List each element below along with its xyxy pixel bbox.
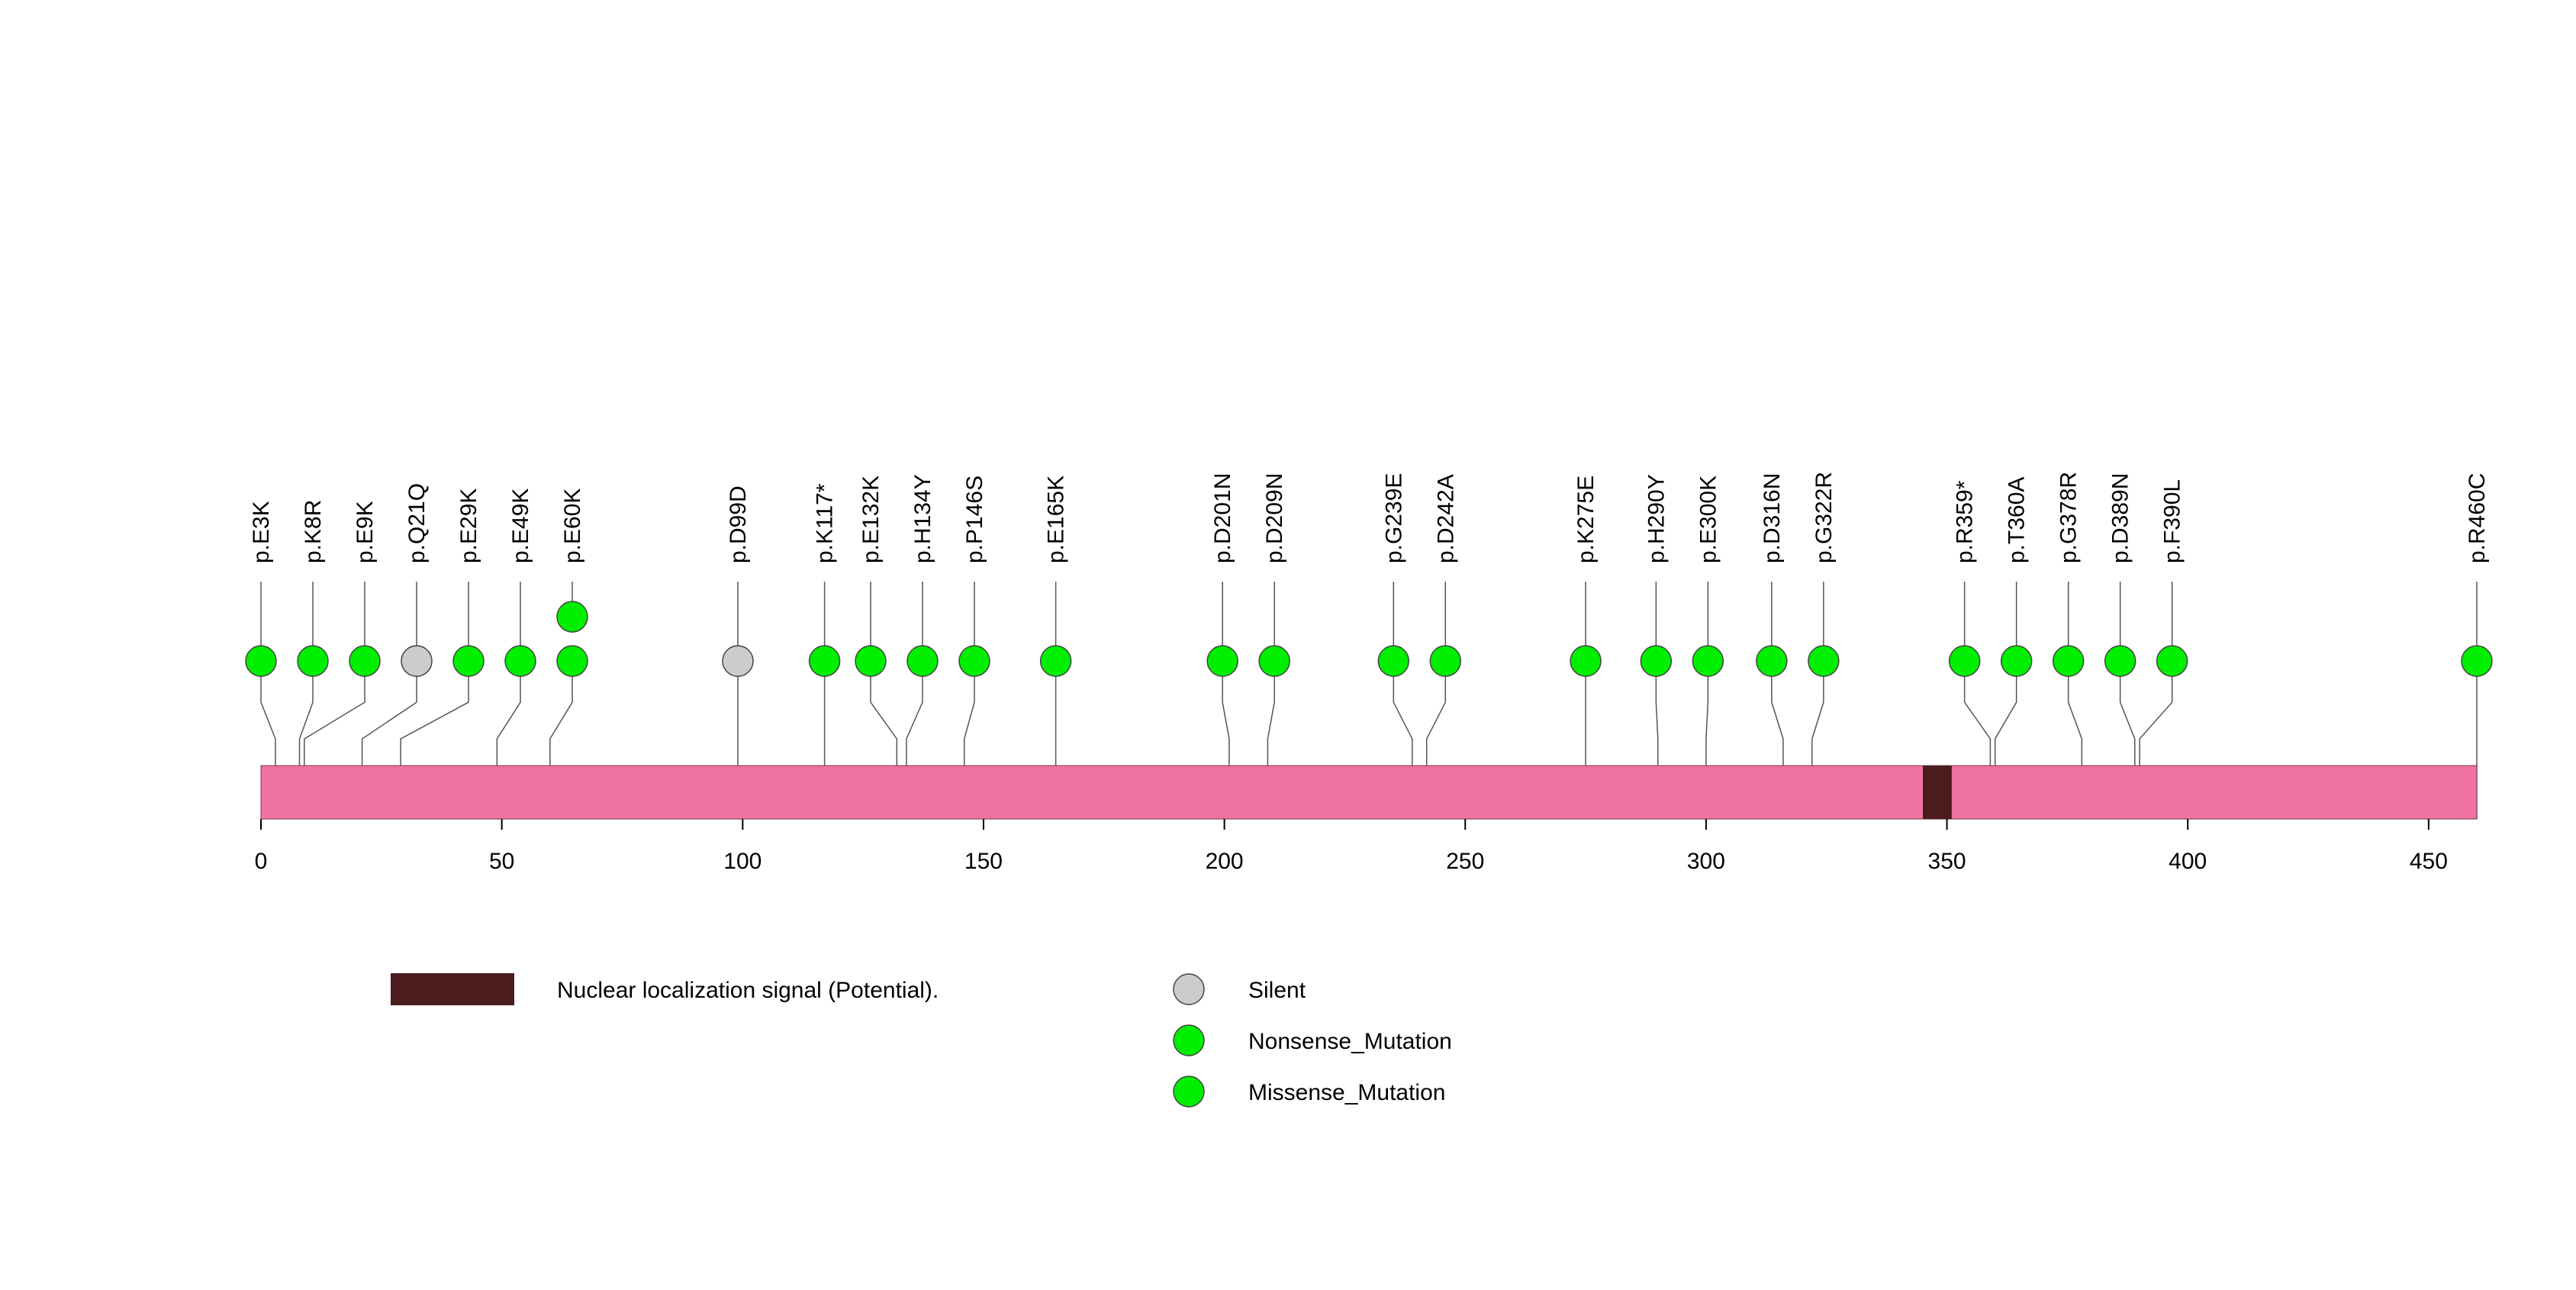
mutation-marker[interactable] xyxy=(2104,645,2136,677)
mutation-marker[interactable] xyxy=(1258,645,1290,677)
mutation-marker[interactable] xyxy=(1756,645,1788,677)
mutation-label: p.Q21Q xyxy=(404,483,430,563)
mutation-label: p.E29K xyxy=(456,489,481,563)
mutation-label: p.D201N xyxy=(1210,473,1235,563)
mutation-labels: p.E3K p.K8R p.E9K p.Q21Q p.E29K p.E49K p.E60K p… xyxy=(249,472,2490,563)
mutation-label: p.D316N xyxy=(1760,473,1785,563)
mutation-label: p.F390L xyxy=(2160,479,2185,563)
mutation-label: p.E60K xyxy=(560,489,585,563)
mutation-label: p.R359* xyxy=(1953,480,1978,563)
domain-1 xyxy=(1923,766,1952,819)
mutation-marker[interactable] xyxy=(245,645,277,677)
mutation-marker[interactable] xyxy=(1206,645,1238,677)
mutation-marker[interactable] xyxy=(808,645,841,677)
mutation-marker[interactable] xyxy=(504,645,536,677)
mutation-lollipops xyxy=(245,601,2493,677)
protein-bar xyxy=(260,765,2478,820)
mutation-marker[interactable] xyxy=(906,645,939,677)
mutation-marker[interactable] xyxy=(349,645,381,677)
mutation-label: p.E132K xyxy=(858,476,884,563)
x-tick-label: 300 xyxy=(1687,849,1725,874)
mutation-marker[interactable] xyxy=(1039,645,1072,677)
x-tick-label: 450 xyxy=(2410,849,2448,874)
mutation-marker[interactable] xyxy=(855,645,887,677)
legend: Nuclear localization signal (Potential).… xyxy=(391,973,1452,1108)
x-tick-label: 150 xyxy=(964,849,1003,874)
mutation-marker[interactable] xyxy=(556,645,588,677)
mutation-marker[interactable] xyxy=(2156,645,2188,677)
mutation-marker[interactable] xyxy=(958,645,990,677)
mutation-marker[interactable] xyxy=(1692,645,1724,677)
mutation-marker[interactable] xyxy=(2000,645,2033,677)
domains xyxy=(1923,766,1952,819)
mutation-marker[interactable] xyxy=(2052,645,2085,677)
mutation-label: p.K275E xyxy=(1573,476,1599,563)
mutation-marker[interactable] xyxy=(556,601,588,633)
x-tick-label: 250 xyxy=(1446,849,1484,874)
mutation-label: p.G239E xyxy=(1381,473,1406,563)
mutation-label: p.E165K xyxy=(1044,476,1069,563)
mutation-label: p.G378R xyxy=(2056,472,2082,563)
mutation-marker[interactable] xyxy=(2461,645,2493,677)
x-tick-label: 50 xyxy=(489,849,514,874)
legend-domain-label: Nuclear localization signal (Potential). xyxy=(557,978,939,1003)
x-tick-label: 200 xyxy=(1206,849,1244,874)
legend-mutation-label: Missense_Mutation xyxy=(1248,1080,1445,1105)
x-tick-label: 0 xyxy=(255,849,268,874)
mutation-marker[interactable] xyxy=(1429,645,1462,677)
mutation-label: p.H134Y xyxy=(910,474,935,563)
x-tick-label: 100 xyxy=(723,849,762,874)
mutation-marker[interactable] xyxy=(297,645,329,677)
x-tick-label: 350 xyxy=(1928,849,1966,874)
mutation-label: p.E300K xyxy=(1695,476,1721,563)
mutation-label: p.E3K xyxy=(249,501,274,563)
mutation-label: p.T360A xyxy=(2004,477,2030,563)
legend-domain-swatch xyxy=(391,973,514,1005)
mutation-label: p.D389N xyxy=(2108,473,2133,563)
legend-mutation-marker xyxy=(1173,1024,1205,1056)
legend-mutation-label: Nonsense_Mutation xyxy=(1248,1029,1452,1054)
mutation-label: p.P146S xyxy=(962,476,987,563)
mutation-marker[interactable] xyxy=(1377,645,1410,677)
mutation-marker[interactable] xyxy=(452,645,485,677)
x-axis: 0 50 100 150 200 250 300 350 400 450 xyxy=(255,819,2448,874)
mutation-marker[interactable] xyxy=(1570,645,1602,677)
legend-mutation-label: Silent xyxy=(1248,978,1306,1003)
mutation-marker[interactable] xyxy=(1808,645,1840,677)
mutation-label: p.E9K xyxy=(353,501,378,563)
mutation-label: p.D209N xyxy=(1262,473,1287,563)
legend-mutation-marker xyxy=(1173,1076,1205,1108)
mutation-label: p.R460C xyxy=(2465,473,2490,563)
mutation-label: p.G322R xyxy=(1811,472,1837,563)
legend-mutation-marker xyxy=(1173,973,1205,1005)
mutation-label: p.D99D xyxy=(726,485,751,563)
mutation-label: p.E49K xyxy=(508,489,533,563)
mutation-label: p.D242A xyxy=(1433,474,1458,563)
mutation-marker[interactable] xyxy=(1948,645,1981,677)
mutation-marker[interactable] xyxy=(722,645,754,677)
mutation-marker[interactable] xyxy=(401,645,433,677)
mutation-label: p.K8R xyxy=(301,500,326,563)
mutation-marker[interactable] xyxy=(1640,645,1673,677)
mutation-label: p.K117* xyxy=(813,483,838,563)
mutation-label: p.H290Y xyxy=(1644,474,1669,563)
x-tick-label: 400 xyxy=(2169,849,2207,874)
